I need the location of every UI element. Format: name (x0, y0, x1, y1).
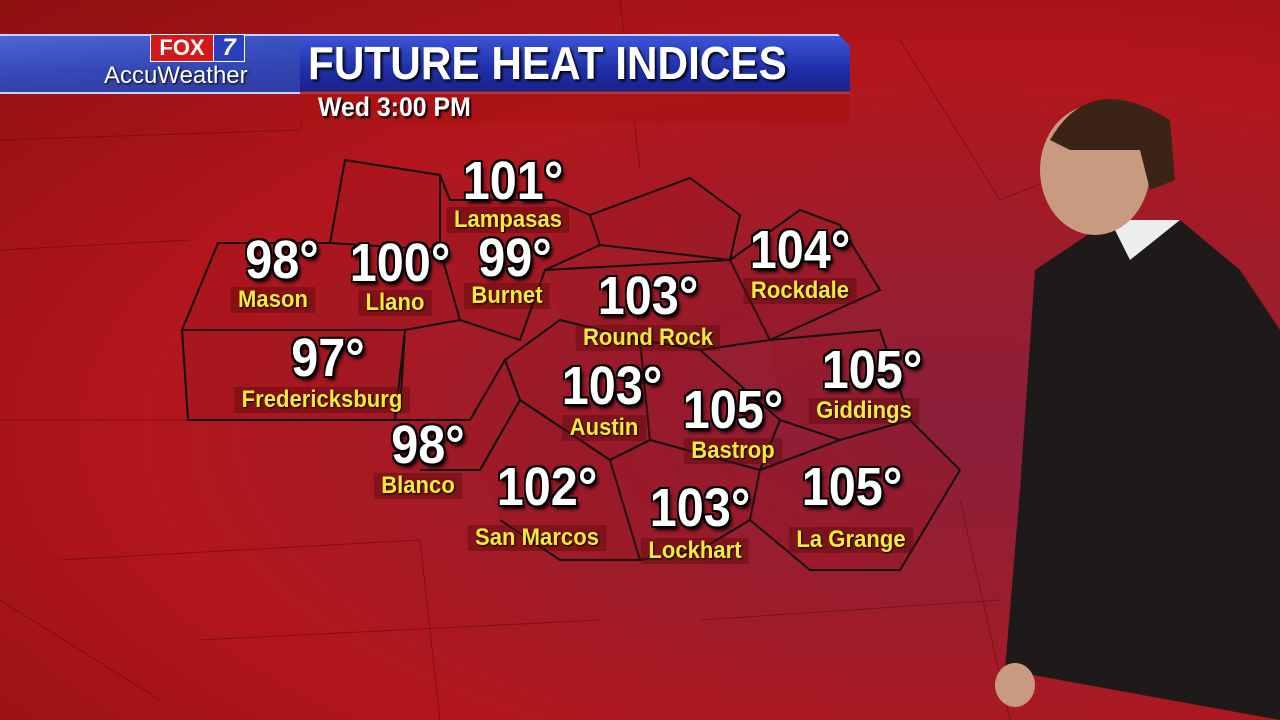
city-label: Austin (562, 415, 646, 441)
city-label: Round Rock (575, 325, 721, 351)
city-label: Llano (358, 290, 432, 316)
city-temp: 99° (478, 228, 552, 288)
city-temp: 103° (561, 356, 663, 416)
city-label: Fredericksburg (234, 387, 410, 413)
city-label: Lampasas (446, 207, 570, 233)
city-label: Mason (230, 287, 316, 313)
city-temp: 101° (462, 151, 564, 211)
city-temp: 102° (496, 457, 598, 517)
city-label: Giddings (808, 398, 920, 424)
city-label: La Grange (789, 527, 913, 553)
city-temp: 98° (245, 230, 319, 290)
city-temp: 103° (597, 266, 699, 326)
city-temp: 105° (682, 380, 784, 440)
city-label: Blanco (373, 473, 463, 499)
city-temp: 100° (349, 233, 451, 293)
accuweather-logo: AccuWeather (104, 62, 248, 89)
city-temp: 105° (801, 457, 903, 517)
city-label: Bastrop (683, 438, 783, 464)
city-temp: 98° (391, 415, 465, 475)
city-temp: 103° (649, 478, 751, 538)
city-temp: 105° (821, 340, 923, 400)
page-title: FUTURE HEAT INDICES (308, 37, 787, 89)
fox-logo: FOX (150, 34, 214, 62)
channel-logo: 7 (213, 34, 245, 62)
time-bar (300, 91, 850, 123)
county-outlines (180, 158, 962, 571)
city-label: Lockhart (641, 538, 749, 564)
city-temp: 97° (291, 328, 365, 388)
city-label: San Marcos (467, 525, 607, 551)
city-temp: 104° (749, 220, 851, 280)
city-label: Burnet (464, 283, 550, 309)
forecast-time: Wed 3:00 PM (318, 92, 471, 122)
city-label: Rockdale (743, 278, 857, 304)
presenter (995, 99, 1280, 720)
